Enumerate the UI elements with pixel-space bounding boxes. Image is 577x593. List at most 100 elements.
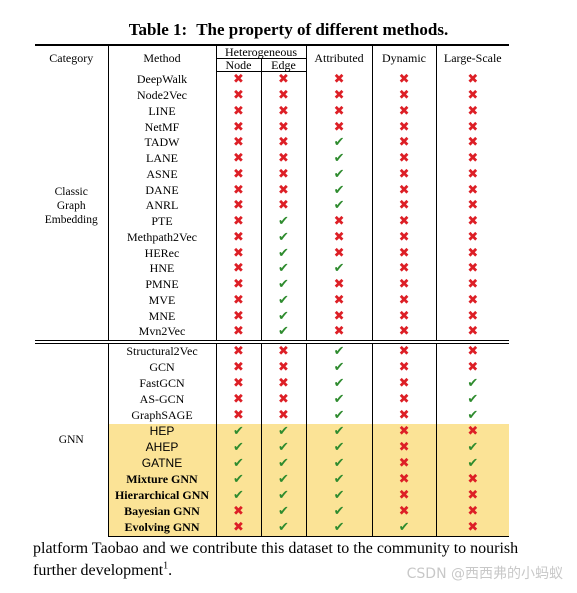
cross-icon: ✖ [233, 520, 244, 536]
node-cell: ✖ [216, 135, 262, 151]
large-scale-cell: ✖ [436, 135, 509, 151]
large-scale-cell: ✔ [436, 376, 509, 392]
cross-icon: ✖ [398, 308, 410, 324]
dynamic-cell: ✖ [372, 471, 437, 488]
category-line: Embedding [44, 213, 98, 226]
method-cell: HNE [108, 261, 217, 277]
check-icon: ✔ [278, 440, 289, 456]
check-icon: ✔ [333, 151, 345, 167]
node-cell: ✖ [216, 87, 262, 104]
attributed-cell: ✔ [306, 391, 373, 408]
cross-icon: ✖ [233, 245, 244, 261]
method-cell: Node2Vec [108, 87, 217, 104]
table-row: Hierarchical GNN ✔ ✔ ✔ ✖ ✖ [35, 487, 510, 504]
check-icon: ✔ [333, 166, 345, 182]
properties-table: Category Method Heterogeneous Attributed… [35, 44, 510, 537]
check-icon: ✔ [333, 440, 345, 456]
attributed-cell: ✔ [306, 519, 373, 537]
large-scale-cell: ✖ [436, 214, 509, 230]
dynamic-cell: ✖ [372, 135, 437, 151]
header-method: Method [108, 44, 217, 72]
check-icon: ✔ [278, 472, 289, 488]
check-icon: ✔ [333, 360, 345, 376]
edge-cell: ✔ [261, 487, 307, 504]
cross-icon: ✖ [233, 292, 244, 308]
attributed-cell: ✔ [306, 487, 373, 504]
dynamic-cell: ✖ [372, 261, 437, 277]
node-cell: ✖ [216, 375, 262, 392]
check-icon: ✔ [233, 424, 244, 440]
cross-icon: ✖ [233, 261, 244, 277]
cross-icon: ✖ [278, 119, 289, 135]
cross-icon: ✖ [233, 376, 244, 392]
check-icon: ✔ [333, 261, 345, 277]
method-cell: Structural2Vec [108, 339, 217, 360]
large-scale-cell: ✔ [436, 455, 510, 472]
cross-icon: ✖ [278, 103, 289, 119]
large-scale-cell: ✖ [436, 339, 510, 360]
large-scale-cell: ✖ [436, 88, 509, 104]
cross-icon: ✖ [278, 376, 289, 392]
edge-cell: ✔ [261, 245, 307, 261]
node-cell: ✖ [216, 292, 262, 309]
cross-icon: ✖ [467, 245, 479, 261]
cross-icon: ✖ [467, 229, 479, 245]
cross-icon: ✖ [398, 229, 410, 245]
dynamic-cell: ✖ [372, 119, 437, 135]
check-icon: ✔ [333, 376, 345, 392]
cross-icon: ✖ [467, 261, 479, 277]
method-cell: Mixture GNN [108, 471, 217, 488]
dynamic-cell: ✖ [372, 292, 437, 309]
node-cell: ✔ [216, 455, 262, 472]
attributed-cell: ✔ [306, 261, 373, 277]
cross-icon: ✖ [333, 72, 345, 88]
check-icon: ✔ [278, 488, 289, 504]
table-row: PMNE ✖ ✔ ✖ ✖ ✖ [35, 276, 509, 293]
cross-icon: ✖ [233, 229, 244, 245]
check-icon: ✔ [233, 440, 244, 456]
node-cell: ✔ [216, 439, 262, 456]
dynamic-cell: ✖ [372, 71, 437, 88]
check-icon: ✔ [333, 392, 345, 408]
attributed-cell: ✔ [306, 503, 373, 520]
edge-cell: ✖ [261, 391, 307, 408]
edge-cell: ✖ [261, 71, 307, 88]
check-icon: ✔ [333, 408, 345, 424]
cross-icon: ✖ [278, 135, 289, 151]
cross-icon: ✖ [467, 151, 479, 167]
cross-icon: ✖ [233, 392, 244, 408]
dynamic-cell: ✖ [372, 324, 437, 342]
dynamic-cell: ✖ [372, 182, 437, 198]
edge-cell: ✔ [261, 276, 307, 293]
method-cell: GCN [108, 359, 217, 376]
attributed-cell: ✔ [306, 135, 373, 151]
attributed-cell: ✔ [306, 455, 373, 472]
node-cell: ✖ [216, 308, 262, 324]
header-dynamic: Dynamic [372, 44, 437, 72]
method-cell: Methpath2Vec [108, 229, 217, 246]
edge-cell: ✖ [261, 150, 307, 167]
cross-icon: ✖ [398, 440, 410, 456]
dynamic-cell: ✖ [372, 439, 437, 456]
attributed-cell: ✔ [306, 198, 373, 214]
cross-icon: ✖ [278, 182, 289, 198]
large-scale-cell: ✖ [436, 360, 509, 376]
cross-icon: ✖ [398, 135, 410, 151]
check-icon: ✔ [278, 456, 289, 472]
cross-icon: ✖ [398, 472, 410, 488]
table-row: NetMF ✖ ✖ ✖ ✖ ✖ [35, 119, 509, 135]
node-cell: ✖ [216, 198, 262, 214]
table-row: PTE ✖ ✔ ✖ ✖ ✖ [35, 213, 509, 230]
large-scale-cell: ✔ [436, 439, 510, 456]
large-scale-cell: ✖ [436, 182, 509, 198]
table-row: AHEP ✔ ✔ ✔ ✖ ✔ [35, 439, 510, 456]
cross-icon: ✖ [467, 88, 479, 104]
edge-cell: ✔ [261, 229, 307, 246]
edge-cell: ✖ [261, 135, 307, 151]
method-cell: Hierarchical GNN [108, 487, 217, 504]
table-row: HNE ✖ ✔ ✔ ✖ ✖ [35, 261, 509, 277]
header-heterogeneous: Heterogeneous [216, 44, 307, 59]
cross-icon: ✖ [333, 88, 345, 104]
dynamic-cell: ✖ [372, 198, 437, 214]
attributed-cell: ✖ [306, 213, 373, 230]
